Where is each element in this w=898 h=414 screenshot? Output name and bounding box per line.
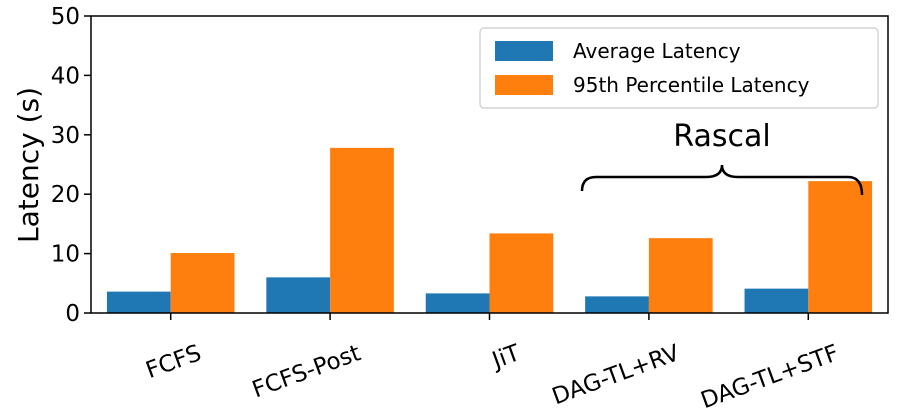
x-tick-label-fcfs-post: FCFS-Post — [249, 340, 364, 403]
y-tick-label: 50 — [51, 4, 80, 30]
legend-label-average: Average Latency — [573, 39, 741, 63]
legend-label-p95: 95th Percentile Latency — [573, 73, 810, 97]
y-tick-label: 0 — [65, 301, 80, 327]
x-tick-label-fcfs: FCFS — [143, 340, 205, 384]
bars-group — [106, 147, 873, 313]
y-tick-label: 20 — [51, 182, 80, 208]
y-tick-label: 40 — [51, 63, 80, 89]
rascal-brace — [580, 164, 864, 196]
bar-average-latency-fcfs-post — [266, 277, 331, 313]
x-tick-label-dag-tl-rv: DAG-TL+RV — [549, 340, 683, 410]
x-tick-label-dag-tl-stf: DAG-TL+STF — [698, 340, 843, 414]
bar-average-latency-dag-tl-rv — [585, 296, 649, 313]
y-tick-label: 30 — [51, 123, 80, 149]
bar-95th-percentile-latency-dag-tl-rv — [648, 238, 713, 313]
legend-frame — [479, 27, 879, 109]
y-tick-label: 10 — [51, 242, 80, 268]
bar-average-latency-fcfs — [106, 291, 171, 313]
rascal-annotation: Rascal — [580, 119, 864, 196]
bar-95th-percentile-latency-fcfs-post — [330, 147, 394, 313]
x-ticks-group: FCFS FCFS-Post JiT DAG-TL+RV DAG-TL+STF — [143, 313, 843, 414]
rascal-label: Rascal — [673, 119, 770, 154]
bar-95th-percentile-latency-jit — [489, 233, 554, 313]
legend-swatch-average — [495, 41, 553, 61]
bar-95th-percentile-latency-dag-tl-stf — [808, 181, 873, 313]
legend: Average Latency 95th Percentile Latency — [479, 27, 879, 109]
bar-95th-percentile-latency-fcfs — [170, 253, 235, 313]
bar-average-latency-jit — [425, 293, 490, 313]
legend-swatch-p95 — [495, 75, 553, 95]
x-tick-label-jit: JiT — [487, 340, 524, 375]
y-ticks-group: 0 10 20 30 40 50 — [51, 4, 91, 327]
bar-average-latency-dag-tl-stf — [744, 288, 809, 313]
y-axis-title: Latency (s) — [12, 87, 45, 243]
